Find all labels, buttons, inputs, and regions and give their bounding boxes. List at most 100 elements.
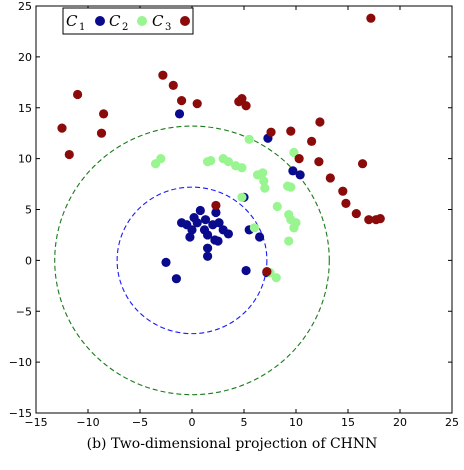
legend-marker-3 [180,16,190,26]
y-tick-label: −15 [9,407,32,420]
series-2-point [271,273,281,283]
series-2-point [206,156,216,166]
x-tick-label: 25 [445,416,459,429]
series-3-point [96,128,107,138]
legend-label-1: C [66,12,78,30]
series-3-point [237,93,247,104]
series-2-point [223,157,233,167]
series-1-point [223,229,233,239]
series-2-point [259,176,269,186]
series-2-point [289,223,299,233]
series-3-point [286,126,296,136]
series-3-point [315,117,325,127]
series-1-point [203,230,213,240]
series-2-point [289,147,299,158]
series-3-point [168,80,178,90]
ticks-layer: −15 −10 −5 0 5 10 15 20 25 −15 −10 −5 0 5 10 15 20 25 [9,0,459,429]
series-3-point [307,136,317,146]
series-1-point [214,218,224,228]
series-3-point [266,127,276,137]
series-3-point [64,149,74,160]
series-3-point [177,96,187,106]
legend-marker-1 [95,16,105,26]
series-1-point [255,232,265,242]
series-3-point [99,109,109,119]
dashed-circle-1 [116,186,268,335]
series-3-point [211,200,221,211]
series-1-point [295,170,305,180]
series-1-point [195,205,205,216]
series-2-point [272,201,282,212]
series-3-point [375,214,385,224]
series-2-point [156,154,166,164]
x-tick-label: −15 [24,416,47,429]
series-1-point [185,232,195,242]
x-tick-label: −5 [132,416,148,429]
y-tick-label: 5 [25,204,32,217]
series-1-point [192,218,202,228]
series-3-point [325,173,335,183]
series-1-point [203,243,213,253]
series-3-point [314,157,324,167]
x-tick-label: −10 [76,416,99,429]
series-1-point [161,257,171,268]
y-tick-label: 15 [18,102,32,115]
y-tick-label: −10 [9,356,32,369]
series-1-point [200,215,211,225]
series-3-point [158,70,168,80]
series-1-point [203,251,213,261]
y-tick-label: 10 [18,153,32,166]
series-3-point [364,215,374,225]
series-3-point [357,159,368,169]
series-2-point [258,168,268,178]
x-tick-label: 0 [189,416,196,429]
legend-marker-2 [137,16,147,26]
series-3-point [73,89,83,100]
series-2-point [284,236,294,246]
figure-caption: (b) Two-dimensional projection of CHNN [86,436,378,452]
points-layer [57,13,385,284]
series-2-point [244,134,254,144]
series-2-point [237,163,247,173]
series-3-point [338,186,348,196]
x-tick-label: 20 [393,416,407,429]
series-1-point [241,265,251,276]
plot-frame [35,5,453,414]
x-tick-label: 5 [241,416,248,429]
series-3-point [262,266,272,277]
series-3-point [341,198,351,208]
series-3-point [192,99,202,109]
series-1-point [187,225,197,235]
y-tick-label: 20 [18,51,32,64]
series-2-point [237,192,247,202]
series-1-point [288,166,298,176]
series-2-point [286,182,296,192]
series-1-point [174,109,185,119]
legend-subscript-1: 1 [79,22,85,33]
x-tick-label: 15 [341,416,355,429]
legend-subscript-3: 3 [165,22,171,33]
legend-label-2: C [109,12,121,30]
x-tick-label: 10 [289,416,303,429]
dashed-circle-2 [54,125,330,396]
y-tick-label: −5 [16,305,32,318]
series-3-point [351,208,361,219]
series-3-point [366,13,376,23]
series-2-point [260,183,270,193]
series-2-point [249,223,259,233]
series-1-point [211,207,221,218]
series-3-point [57,123,67,133]
legend-box [62,7,194,35]
legend-label-3: C [152,12,164,30]
y-tick-label: 0 [25,254,32,267]
circle-layer [54,125,330,396]
series-1-point [210,235,220,245]
series-3-point [294,154,304,164]
series-1-point [171,274,181,284]
series-3-point [241,101,251,111]
plot-area [36,6,452,413]
y-tick-label: 25 [18,0,32,13]
legend-subscript-2: 2 [122,22,128,33]
